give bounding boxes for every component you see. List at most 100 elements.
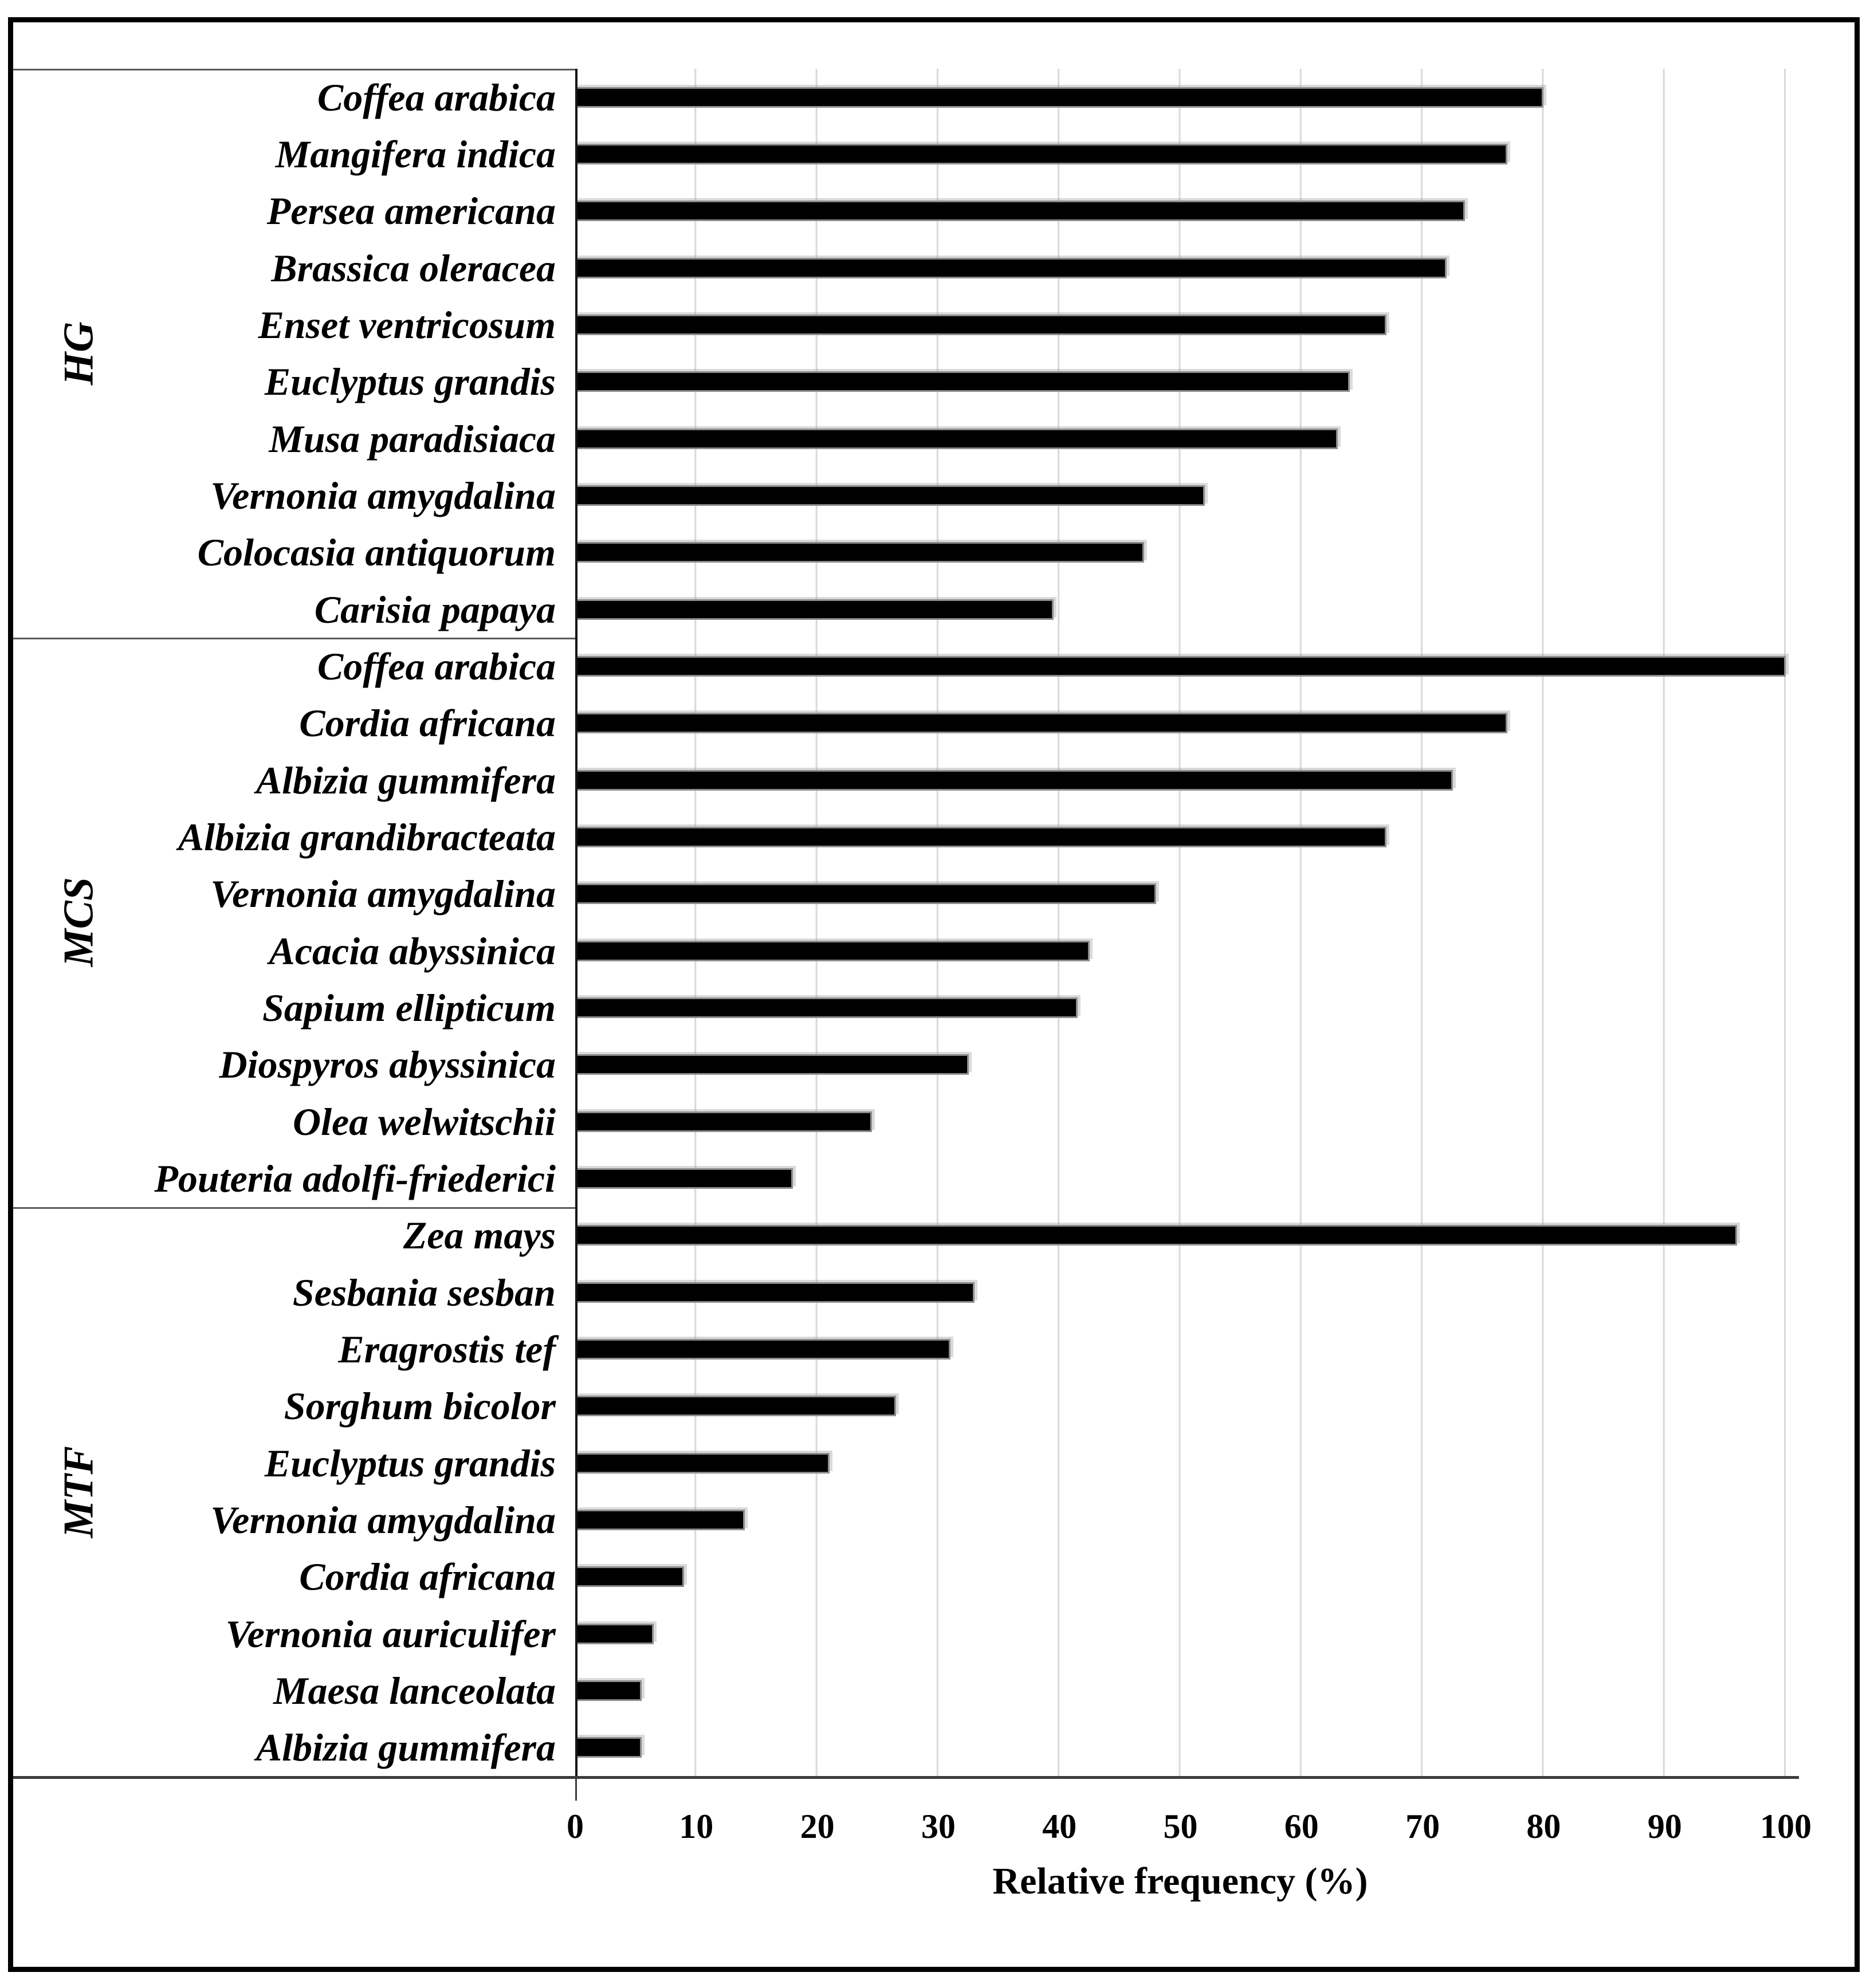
species-label: Colocasia antiquorum	[197, 531, 556, 575]
bar-row: Euclyptus grandis	[13, 1435, 1786, 1491]
bar-cell	[575, 1435, 1786, 1491]
bar	[575, 371, 1350, 392]
bar	[575, 485, 1205, 506]
bar-row: Maesa lanceolata	[13, 1662, 1786, 1719]
bar	[575, 87, 1544, 108]
species-label: Mangifera indica	[275, 132, 556, 176]
bar	[575, 428, 1338, 449]
species-label: Olea welwitschii	[293, 1099, 556, 1144]
species-label: Vernonia amygdalina	[210, 1498, 556, 1542]
bar-cell	[575, 1093, 1786, 1150]
bar-row: Diospyros abyssinica	[13, 1036, 1786, 1093]
group-label: HG	[55, 321, 103, 386]
x-tick-label: 80	[1526, 1808, 1561, 1845]
bar-cell	[575, 1264, 1786, 1321]
bar-row: Coffea arabica	[13, 69, 1786, 125]
bar-row: Zea mays	[13, 1207, 1786, 1264]
bar-row: Pouteria adolfi-friederici	[13, 1150, 1786, 1207]
bar	[575, 1396, 896, 1417]
bar-row: Albizia grandibracteata	[13, 808, 1786, 865]
group-section-mcs: MCS Coffea arabica Cordia africana Albizia …	[13, 638, 1786, 1207]
bar-cell	[575, 524, 1786, 581]
species-label: Sorghum bicolor	[284, 1384, 556, 1428]
bar-cell	[575, 1150, 1786, 1207]
bar-cell	[575, 1719, 1786, 1776]
bar	[575, 1054, 969, 1075]
bar-row: Brassica oleracea	[13, 239, 1786, 296]
species-label: Carisia papaya	[314, 587, 556, 631]
bar-chart-rows: HG Coffea arabica Mangifera indica Persea a…	[13, 69, 1786, 1776]
bar	[575, 940, 1090, 961]
x-axis-title: Relative frequency (%)	[992, 1860, 1368, 1902]
bar	[575, 1338, 951, 1360]
species-label: Albizia gummifera	[256, 1726, 556, 1770]
group-label: MTF	[55, 1445, 103, 1538]
bar-row: Vernonia amygdalina	[13, 467, 1786, 524]
bar-cell	[575, 1321, 1786, 1377]
bar-row: Cordia africana	[13, 1549, 1786, 1605]
bar-cell	[575, 1491, 1786, 1548]
bar-cell	[575, 808, 1786, 865]
species-label: Cordia africana	[299, 1555, 556, 1599]
group-label: MCS	[55, 877, 103, 968]
bar	[575, 655, 1786, 677]
bar-cell	[575, 410, 1786, 467]
bar-cell	[575, 296, 1786, 353]
species-label: Euclyptus grandis	[264, 360, 556, 404]
bar-row: Eragrostis tef	[13, 1321, 1786, 1377]
bar-row: Carisia papaya	[13, 581, 1786, 638]
x-tick-label: 60	[1284, 1808, 1319, 1845]
bar	[575, 1452, 830, 1474]
bar	[575, 769, 1453, 791]
bar-cell	[575, 1207, 1786, 1264]
species-label: Brassica oleracea	[271, 246, 556, 290]
x-axis-line	[13, 1776, 1799, 1779]
category-axis-line	[575, 69, 578, 1776]
bar	[575, 143, 1507, 164]
group-separator-hg-mcs	[13, 638, 578, 639]
bar-row: Enset ventricosum	[13, 296, 1786, 353]
species-label: Vernonia amygdalina	[210, 872, 556, 916]
bar-row: Musa paradisiaca	[13, 410, 1786, 467]
x-tick-label: 50	[1163, 1808, 1198, 1845]
bar-cell	[575, 1605, 1786, 1662]
species-label: Cordia africana	[299, 701, 556, 745]
bar	[575, 1111, 872, 1132]
species-label: Maesa lanceolata	[273, 1668, 556, 1712]
bar-row: Cordia africana	[13, 695, 1786, 752]
bar	[575, 201, 1466, 222]
bar-cell	[575, 183, 1786, 239]
bar	[575, 1282, 975, 1303]
bar-cell	[575, 638, 1786, 694]
bar	[575, 542, 1145, 563]
bar-row: Vernonia amygdalina	[13, 1491, 1786, 1548]
bar	[575, 257, 1447, 278]
bar-row: Sesbania sesban	[13, 1264, 1786, 1321]
bar	[575, 1680, 642, 1701]
bar-row: Coffea arabica	[13, 638, 1786, 694]
species-label: Pouteria adolfi-friederici	[154, 1156, 556, 1200]
x-tick-label: 0	[567, 1808, 584, 1845]
species-label: Zea mays	[403, 1213, 556, 1258]
x-tick-label: 20	[800, 1808, 835, 1845]
bar-cell	[575, 922, 1786, 979]
bar-cell	[575, 866, 1786, 922]
bar-row: Colocasia antiquorum	[13, 524, 1786, 581]
species-label: Albizia gummifera	[256, 758, 556, 802]
species-label: Sapium ellipticum	[262, 985, 556, 1030]
species-label: Musa paradisiaca	[269, 417, 556, 461]
bar	[575, 314, 1386, 335]
species-label: Acacia abyssinica	[269, 929, 556, 973]
bar-row: Vernonia amygdalina	[13, 866, 1786, 922]
species-label: Enset ventricosum	[258, 302, 556, 347]
bar-cell	[575, 1662, 1786, 1719]
group-section-mtf: MTF Zea mays Sesbania sesban Eragrostis tef…	[13, 1207, 1786, 1776]
bar-row: Mangifera indica	[13, 125, 1786, 182]
group-separator-mcs-mtf	[13, 1207, 578, 1209]
bar-cell	[575, 353, 1786, 410]
bar-row: Sorghum bicolor	[13, 1378, 1786, 1435]
bar	[575, 1566, 685, 1588]
bar-cell	[575, 69, 1786, 125]
bar-row: Albizia gummifera	[13, 752, 1786, 808]
